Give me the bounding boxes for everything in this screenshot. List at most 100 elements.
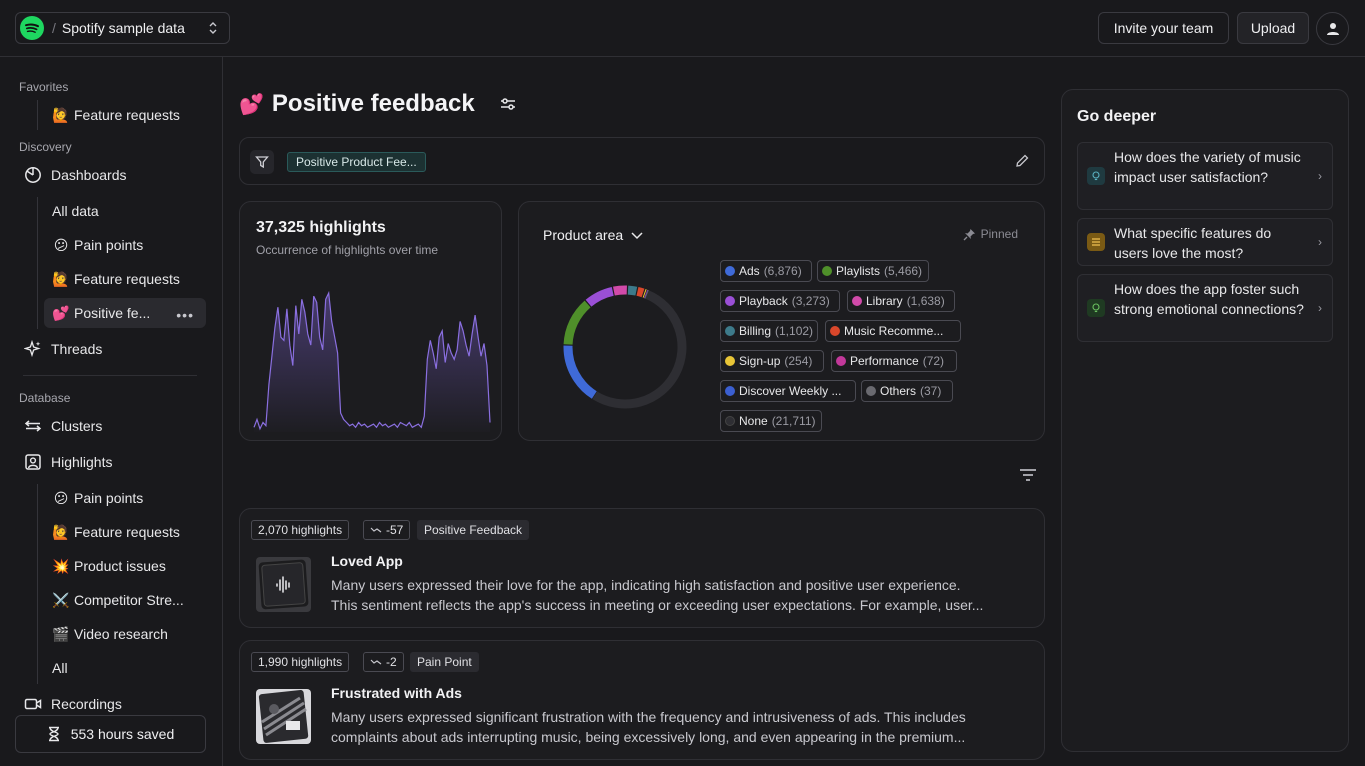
discovery-label: Discovery bbox=[19, 140, 72, 154]
legend-label: Playlists bbox=[836, 264, 881, 278]
legend-chip-library[interactable]: Library (1,638) bbox=[847, 290, 955, 312]
upload-button[interactable]: Upload bbox=[1237, 12, 1309, 44]
legend-chip-discover-weekly[interactable]: Discover Weekly ... bbox=[720, 380, 856, 402]
sidebar-item-threads[interactable]: Threads bbox=[23, 334, 102, 364]
donut-slice-ads[interactable] bbox=[563, 345, 597, 399]
user-icon bbox=[1326, 22, 1339, 35]
sidebar-item-label: Threads bbox=[51, 341, 103, 357]
lightbulb-icon bbox=[1087, 299, 1105, 317]
legend-chip-music-recomme[interactable]: Music Recomme... bbox=[825, 320, 961, 342]
question-card-music-variety[interactable]: How does the variety of music impact use… bbox=[1077, 142, 1333, 210]
spotify-logo-icon bbox=[20, 16, 44, 40]
question-card-features-love[interactable]: What specific features do users love the… bbox=[1077, 218, 1333, 266]
area-fill bbox=[254, 293, 490, 432]
legend-chip-performance[interactable]: Performance (72) bbox=[831, 350, 957, 372]
legend-count: (254) bbox=[784, 354, 813, 368]
favorites-label: Favorites bbox=[19, 80, 69, 94]
legend-chip-playback[interactable]: Playback (3,273) bbox=[720, 290, 840, 312]
legend-dot bbox=[836, 356, 846, 366]
legend-label: Ads bbox=[739, 264, 760, 278]
legend-label: Discover Weekly ... bbox=[739, 384, 842, 398]
sidebar-item-hl-video-research[interactable]: 🎬 Video research bbox=[52, 619, 168, 649]
sidebar-item-label: Pain points bbox=[74, 490, 144, 506]
filter-icon[interactable] bbox=[250, 150, 274, 174]
chevron-right-icon: › bbox=[1318, 301, 1322, 315]
feedback-card-frustrated-ads[interactable]: 1,990 highlights -2 Pain Point Frustrate… bbox=[239, 640, 1045, 760]
sparkle-icon bbox=[23, 339, 43, 359]
legend-label: Billing bbox=[739, 324, 772, 338]
donut-slice-music-recomme[interactable] bbox=[636, 286, 645, 298]
sidebar-item-label: Positive fe... bbox=[74, 305, 151, 321]
trend-badge: -2 bbox=[363, 652, 404, 672]
donut-slice-playback[interactable] bbox=[585, 286, 614, 307]
sidebar-item-recordings[interactable]: Recordings bbox=[23, 689, 122, 719]
sidebar-item-favorite-feature-requests[interactable]: 🙋 Feature requests bbox=[52, 100, 180, 130]
pencil-icon[interactable] bbox=[1014, 153, 1030, 174]
feedback-description-line: Many users expressed significant frustra… bbox=[331, 709, 966, 725]
sidebar-item-dashboards[interactable]: Dashboards bbox=[23, 160, 127, 190]
legend-dot bbox=[830, 326, 840, 336]
legend-chip-playlists[interactable]: Playlists (5,466) bbox=[817, 260, 929, 282]
feedback-title: Loved App bbox=[331, 553, 403, 569]
sidebar-item-all-data[interactable]: All data bbox=[52, 196, 99, 226]
loved-app-thumbnail bbox=[256, 557, 311, 612]
filter-tag[interactable]: Positive Product Fee... bbox=[287, 152, 426, 172]
feedback-description: Many users expressed significant frustra… bbox=[331, 707, 1031, 747]
legend-chip-others[interactable]: Others (37) bbox=[861, 380, 953, 402]
legend-count: (37) bbox=[920, 384, 942, 398]
confused-face-icon: 😕 bbox=[53, 236, 69, 253]
question-card-emotional-connections[interactable]: How does the app foster such strong emot… bbox=[1077, 274, 1333, 342]
page-title-text: Positive feedback bbox=[271, 90, 475, 117]
legend-chip-ads[interactable]: Ads (6,876) bbox=[720, 260, 812, 282]
feedback-title: Frustrated with Ads bbox=[331, 685, 462, 701]
product-area-dropdown[interactable]: Product area bbox=[543, 227, 645, 243]
pinned-indicator: Pinned bbox=[963, 227, 1018, 241]
sidebar-item-label: Dashboards bbox=[51, 167, 127, 183]
highlights-chart-card: 37,325 highlights Occurrence of highligh… bbox=[239, 201, 502, 441]
clapper-board-icon: 🎬 bbox=[52, 625, 70, 642]
hours-saved-label: 553 hours saved bbox=[70, 726, 175, 742]
donut-slice-playlists[interactable] bbox=[563, 300, 591, 345]
collision-icon: 💥 bbox=[52, 557, 70, 574]
sidebar-item-pain-points[interactable]: 😕 Pain points bbox=[52, 230, 144, 260]
legend-chip-billing[interactable]: Billing (1,102) bbox=[720, 320, 818, 342]
page-title: 💕 Positive feedback bbox=[239, 90, 475, 118]
sidebar-item-feature-requests[interactable]: 🙋 Feature requests bbox=[52, 264, 180, 294]
tag-badge: Pain Point bbox=[410, 652, 479, 672]
invite-team-button[interactable]: Invite your team bbox=[1098, 12, 1229, 44]
hours-saved-button[interactable]: 553 hours saved bbox=[15, 715, 206, 753]
sidebar-item-hl-pain-points[interactable]: 😕 Pain points bbox=[52, 483, 144, 513]
trend-down-icon bbox=[370, 659, 382, 665]
legend-chip-sign-up[interactable]: Sign-up (254) bbox=[720, 350, 824, 372]
confused-face-icon: 😕 bbox=[53, 489, 69, 506]
sidebar-item-label: Product issues bbox=[74, 558, 166, 574]
question-text: How does the variety of music impact use… bbox=[1114, 149, 1301, 185]
user-avatar[interactable] bbox=[1316, 12, 1349, 45]
sidebar-item-hl-feature-requests[interactable]: 🙋 Feature requests bbox=[52, 517, 180, 547]
sidebar-item-hl-product-issues[interactable]: 💥 Product issues bbox=[52, 551, 166, 581]
sidebar-item-positive-feedback[interactable]: 💕 Positive fe... ••• bbox=[44, 298, 206, 328]
chevron-down-icon bbox=[631, 232, 643, 240]
sidebar-item-highlights[interactable]: Highlights bbox=[23, 447, 112, 477]
clusters-icon bbox=[23, 416, 43, 436]
feedback-card-loved-app[interactable]: 2,070 highlights -57 Positive Feedback L… bbox=[239, 508, 1045, 628]
workspace-switcher[interactable]: / Spotify sample data bbox=[15, 12, 230, 44]
donut-slice-library[interactable] bbox=[613, 285, 627, 296]
donut-slice-billing[interactable] bbox=[627, 285, 638, 296]
donut-slice-none[interactable] bbox=[592, 290, 687, 409]
chevron-right-icon: › bbox=[1318, 169, 1322, 183]
pin-icon bbox=[963, 228, 975, 240]
sidebar-item-hl-competitor[interactable]: ⚔️ Competitor Stre... bbox=[52, 585, 183, 615]
legend-chip-none[interactable]: None (21,711) bbox=[720, 410, 822, 432]
sidebar-item-clusters[interactable]: Clusters bbox=[23, 411, 102, 441]
highlights-subtitle: Occurrence of highlights over time bbox=[256, 243, 439, 257]
tree-line bbox=[37, 484, 38, 684]
adjustments-icon[interactable] bbox=[499, 95, 517, 118]
sort-filter-icon[interactable] bbox=[1018, 468, 1038, 487]
trend-value: -2 bbox=[386, 655, 397, 669]
go-deeper-title: Go deeper bbox=[1077, 108, 1157, 125]
sidebar-item-label: Recordings bbox=[51, 696, 122, 712]
sidebar-item-hl-all[interactable]: All bbox=[52, 653, 68, 683]
more-options-icon[interactable]: ••• bbox=[176, 307, 194, 323]
feedback-description-line: complaints about ads interrupting music,… bbox=[331, 729, 966, 745]
